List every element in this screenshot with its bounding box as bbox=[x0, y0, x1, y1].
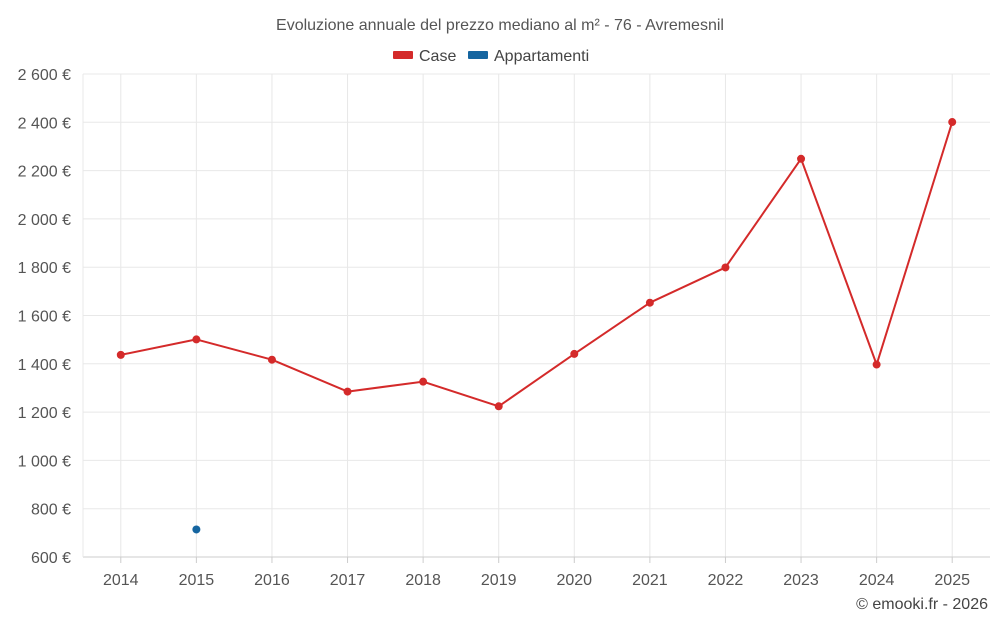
x-tick-label: 2021 bbox=[632, 572, 668, 589]
x-tick-label: 2016 bbox=[254, 572, 290, 589]
x-tick-label: 2019 bbox=[481, 572, 517, 589]
y-tick-label: 800 € bbox=[31, 502, 71, 519]
y-tick-label: 1 200 € bbox=[18, 405, 71, 422]
data-point-case[interactable] bbox=[419, 377, 428, 386]
legend-item-appartamenti[interactable]: Appartamenti bbox=[468, 48, 589, 65]
chart-title: Evoluzione annuale del prezzo mediano al… bbox=[276, 17, 724, 34]
data-point-case[interactable] bbox=[343, 387, 352, 396]
data-point-appartamenti[interactable] bbox=[192, 525, 201, 534]
data-point-case[interactable] bbox=[192, 335, 201, 344]
legend-label-case: Case bbox=[419, 48, 456, 65]
y-tick-label: 1 600 € bbox=[18, 309, 71, 326]
x-tick-label: 2015 bbox=[179, 572, 215, 589]
data-point-case[interactable] bbox=[948, 118, 957, 127]
y-tick-label: 1 800 € bbox=[18, 260, 71, 277]
legend: Case Appartamenti bbox=[393, 48, 589, 65]
data-point-case[interactable] bbox=[645, 298, 654, 307]
data-point-case[interactable] bbox=[116, 350, 125, 359]
data-point-case[interactable] bbox=[267, 355, 276, 364]
data-point-case[interactable] bbox=[797, 154, 806, 163]
y-tick-label: 1 000 € bbox=[18, 453, 71, 470]
x-tick-label: 2025 bbox=[934, 572, 970, 589]
x-tick-label: 2023 bbox=[783, 572, 819, 589]
y-tick-label: 2 200 € bbox=[18, 164, 71, 181]
data-point-case[interactable] bbox=[570, 349, 579, 358]
legend-item-case[interactable]: Case bbox=[393, 48, 456, 65]
data-point-case[interactable] bbox=[721, 263, 730, 272]
y-tick-label: 600 € bbox=[31, 550, 71, 567]
y-tick-label: 2 000 € bbox=[18, 212, 71, 229]
x-tick-label: 2024 bbox=[859, 572, 895, 589]
x-tick-label: 2022 bbox=[708, 572, 744, 589]
x-tick-label: 2017 bbox=[330, 572, 366, 589]
legend-swatch-appartamenti bbox=[468, 51, 488, 59]
y-tick-label: 1 400 € bbox=[18, 357, 71, 374]
x-tick-label: 2018 bbox=[405, 572, 441, 589]
axes: 600 € 800 € 1 000 € 1 200 € 1 400 € 1 600 € 1 … bbox=[18, 67, 990, 589]
credit-text: © emooki.fr - 2026 bbox=[856, 596, 988, 613]
data-point-case[interactable] bbox=[872, 360, 881, 369]
legend-label-appartamenti: Appartamenti bbox=[494, 48, 589, 65]
x-tick-label: 2020 bbox=[556, 572, 592, 589]
series bbox=[116, 118, 957, 534]
series-line-case bbox=[120, 121, 954, 408]
x-tick-label: 2014 bbox=[103, 572, 139, 589]
y-tick-label: 2 600 € bbox=[18, 67, 71, 84]
data-point-case[interactable] bbox=[494, 402, 503, 411]
y-tick-label: 2 400 € bbox=[18, 115, 71, 132]
grid bbox=[83, 73, 990, 558]
legend-swatch-case bbox=[393, 51, 413, 59]
